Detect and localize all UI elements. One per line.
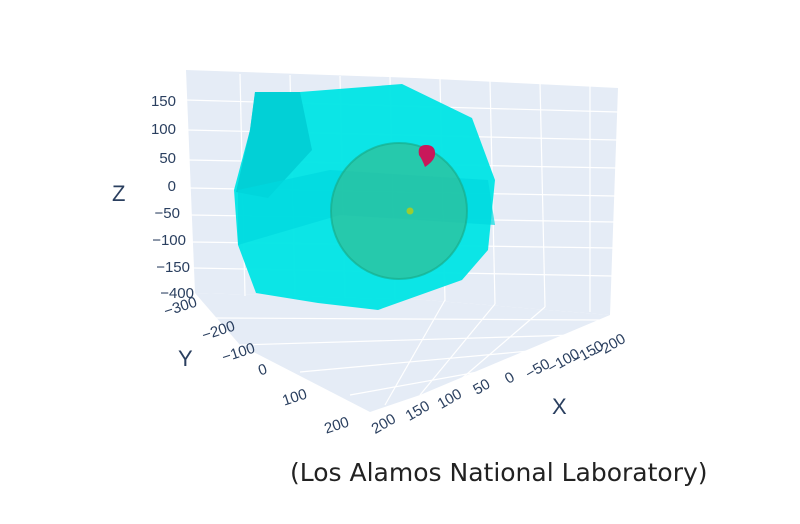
center-point-marker bbox=[406, 207, 414, 215]
hull-facet-dark bbox=[236, 92, 312, 198]
x-axis-title: X bbox=[552, 394, 567, 419]
y-axis-title: Y bbox=[178, 346, 193, 371]
x-tick-label: 200 bbox=[369, 410, 399, 437]
z-tick-label: −150 bbox=[156, 259, 190, 276]
x-tick-label: −200 bbox=[591, 330, 629, 362]
y-tick-label: −100 bbox=[220, 340, 257, 367]
z-axis-title: Z bbox=[112, 181, 125, 206]
red-point-marker bbox=[418, 145, 436, 167]
z-tick-label: 100 bbox=[151, 121, 176, 138]
z-tick-label: −50 bbox=[155, 205, 180, 222]
z-tick-label: 150 bbox=[151, 93, 176, 110]
z-tick-label: −100 bbox=[152, 232, 186, 249]
sphere-surface bbox=[331, 143, 467, 279]
z-tick-label: 50 bbox=[159, 150, 176, 167]
y-axis-ticks: −300 −200 −100 0 100 200 bbox=[162, 294, 351, 438]
z-tick-label: 0 bbox=[168, 178, 176, 195]
z-tick-label: −400 bbox=[160, 285, 194, 302]
x-tick-label: 0 bbox=[502, 369, 518, 388]
sphere-highlight bbox=[330, 142, 468, 280]
image-credit: (Los Alamos National Laboratory) bbox=[290, 458, 708, 487]
x-tick-label: 100 bbox=[435, 385, 465, 412]
y-tick-label: −200 bbox=[200, 318, 237, 345]
z-axis-ticks: 150 100 50 0 −50 −100 −150 −400 bbox=[151, 93, 194, 302]
x-tick-label: 50 bbox=[470, 376, 493, 399]
y-tick-label: 100 bbox=[280, 386, 309, 410]
y-tick-label: 0 bbox=[256, 361, 269, 380]
floor-plane bbox=[195, 293, 610, 412]
y-tick-label: 200 bbox=[322, 414, 351, 438]
x-tick-label: 150 bbox=[403, 397, 433, 424]
